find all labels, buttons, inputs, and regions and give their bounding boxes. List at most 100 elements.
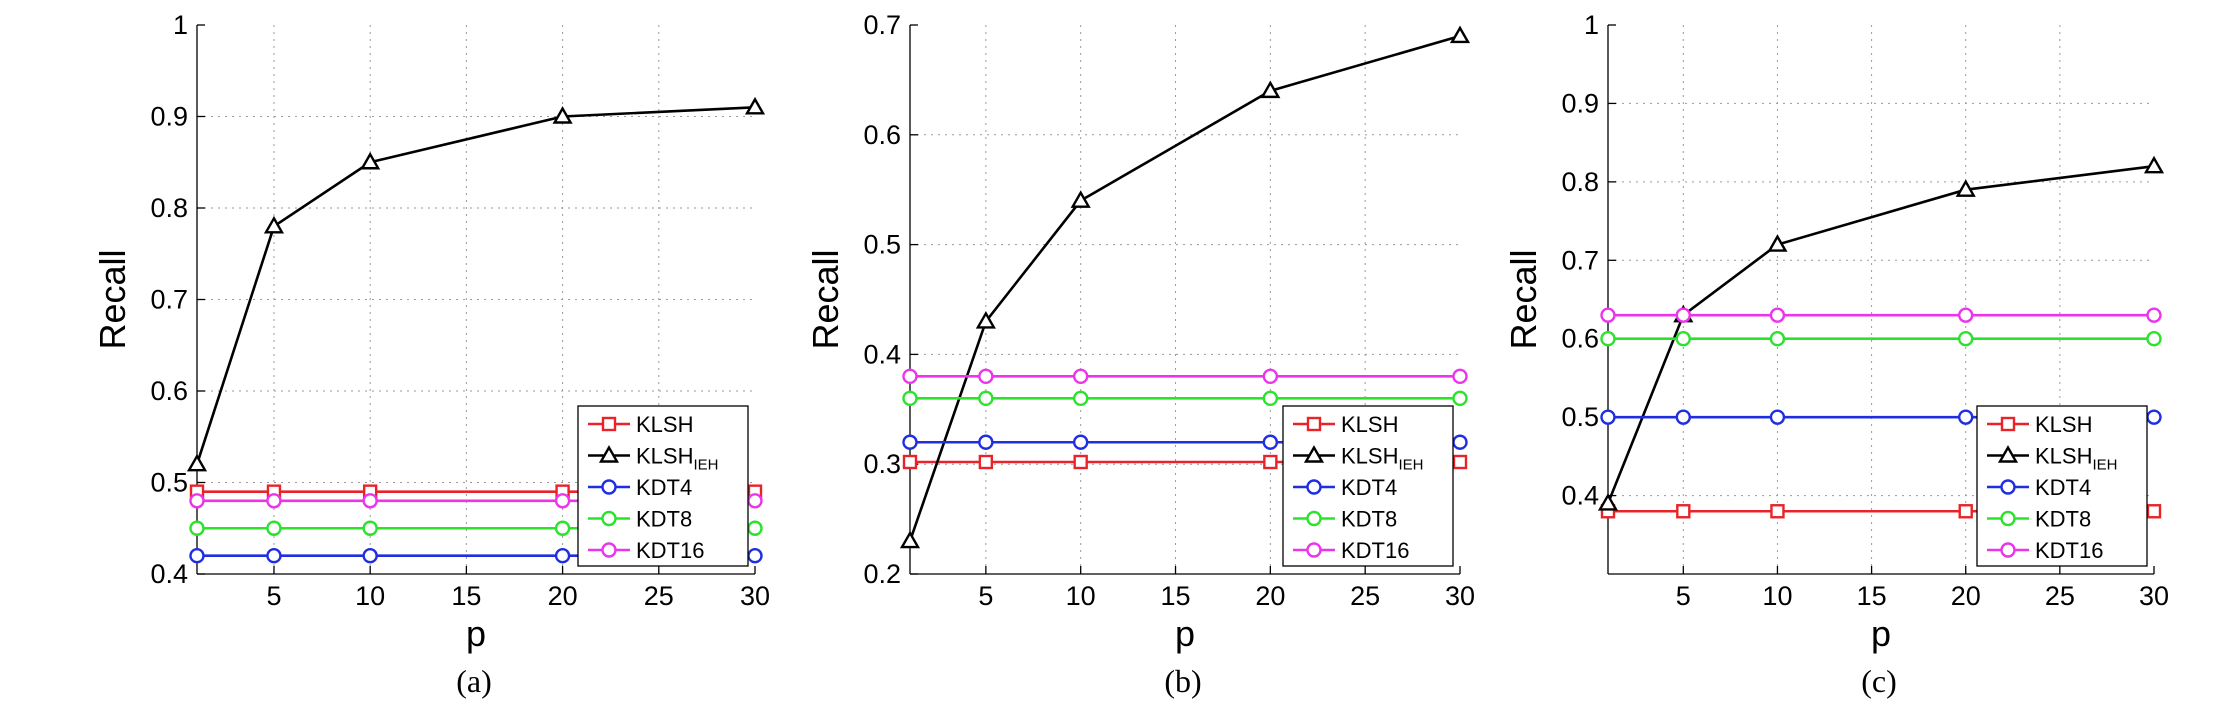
legend-swatch-marker-kdt16 <box>601 542 617 558</box>
x-tick-label: 20 <box>1255 581 1285 611</box>
legend-label-kdt8: KDT8 <box>1341 507 1397 532</box>
x-tick-label: 15 <box>1857 581 1887 611</box>
legend-label-klsh: KLSH <box>636 412 693 437</box>
y-tick-label: 1 <box>173 10 188 40</box>
data-point-kdt4 <box>1072 434 1089 450</box>
legend-label-kdt16: KDT16 <box>2035 538 2103 563</box>
data-point-klsh-ieh <box>360 151 381 170</box>
y-tick-label: 0.6 <box>863 120 901 150</box>
legend-swatch-marker-kdt4 <box>2000 479 2016 495</box>
data-point-kdt16 <box>266 493 282 509</box>
x-tick-label: 10 <box>1762 581 1792 611</box>
data-point-kdt4 <box>266 548 282 564</box>
data-point-klsh-ieh <box>1070 190 1091 208</box>
legend-label-kdt16: KDT16 <box>636 538 704 563</box>
data-point-kdt8 <box>1675 331 1692 347</box>
legend-label-kdt4: KDT4 <box>1341 475 1397 500</box>
data-point-kdt8 <box>554 520 571 536</box>
y-tick-label: 0.4 <box>150 559 188 589</box>
legend-swatch-marker-kdt8 <box>601 510 617 527</box>
data-point-kdt4 <box>189 548 205 564</box>
x-tick-label: 20 <box>1951 581 1981 611</box>
data-point-klsh <box>1263 454 1278 470</box>
x-tick-label: 30 <box>740 581 770 611</box>
data-point-kdt8 <box>1769 331 1786 347</box>
data-point-klsh <box>2146 504 2162 519</box>
data-point-kdt16 <box>1262 368 1279 385</box>
y-axis-title: Recall <box>805 249 846 349</box>
data-point-kdt8 <box>2146 331 2162 347</box>
data-point-kdt8 <box>902 390 918 407</box>
legend-label-kdt4: KDT4 <box>2035 475 2091 500</box>
y-tick-label: 0.6 <box>150 376 188 406</box>
data-point-klsh-ieh <box>899 530 921 549</box>
data-point-kdt4 <box>902 434 918 450</box>
data-point-klsh-ieh <box>1955 179 1976 197</box>
data-point-kdt16 <box>902 368 918 385</box>
y-tick-label: 0.9 <box>1561 88 1599 118</box>
data-point-kdt8 <box>266 520 282 536</box>
data-point-kdt4 <box>1600 409 1616 425</box>
data-point-kdt4 <box>2146 409 2162 425</box>
legend-label-klsh: KLSH <box>1341 412 1398 437</box>
x-tick-label: 10 <box>355 581 385 611</box>
y-tick-label: 0.8 <box>150 193 188 223</box>
x-axis-title: p <box>1871 613 1891 654</box>
x-tick-label: 25 <box>644 581 674 611</box>
data-point-klsh <box>1676 504 1691 519</box>
y-axis-title: Recall <box>1503 249 1544 349</box>
data-point-kdt16 <box>1769 307 1786 323</box>
legend-swatch-marker-klsh <box>1306 416 1322 432</box>
data-point-klsh-ieh <box>186 453 208 472</box>
legend-swatch-marker-kdt8 <box>2000 510 2016 527</box>
y-tick-label: 0.7 <box>150 285 188 315</box>
legend-swatch-marker-kdt8 <box>1306 510 1322 527</box>
data-point-klsh-ieh <box>2143 155 2165 174</box>
data-point-kdt16 <box>362 493 378 509</box>
x-tick-label: 30 <box>2139 581 2169 611</box>
y-tick-label: 0.5 <box>1561 402 1599 432</box>
data-point-kdt8 <box>1452 390 1468 407</box>
y-tick-label: 0.4 <box>863 339 901 369</box>
data-point-klsh <box>902 454 918 470</box>
x-tick-label: 30 <box>1445 581 1475 611</box>
y-tick-label: 0.5 <box>150 468 188 498</box>
data-point-klsh-ieh <box>744 96 766 115</box>
legend-label-subscript: IEH <box>2092 457 2117 474</box>
y-tick-label: 0.9 <box>150 102 188 132</box>
legend-swatch-marker-klsh <box>2000 416 2016 432</box>
y-axis-title: Recall <box>92 249 133 349</box>
data-point-kdt16 <box>1072 368 1089 385</box>
x-tick-label: 25 <box>2045 581 2075 611</box>
data-point-kdt16 <box>189 493 205 509</box>
y-tick-label: 0.3 <box>863 449 901 479</box>
data-point-kdt8 <box>747 520 763 536</box>
x-tick-label: 25 <box>1350 581 1380 611</box>
data-point-kdt16 <box>554 493 571 509</box>
data-point-kdt8 <box>189 520 205 536</box>
legend-label-kdt8: KDT8 <box>2035 507 2091 532</box>
data-point-kdt16 <box>1958 307 1974 323</box>
x-tick-label: 15 <box>451 581 481 611</box>
legend-swatch-marker-klsh-ieh <box>1997 445 2019 463</box>
y-tick-label: 0.8 <box>1561 167 1599 197</box>
data-point-kdt16 <box>747 493 763 509</box>
legend-label-kdt16: KDT16 <box>1341 538 1409 563</box>
data-point-kdt4 <box>362 548 378 564</box>
data-point-klsh <box>1958 504 1973 519</box>
data-point-kdt8 <box>978 390 994 407</box>
data-point-kdt8 <box>1958 331 1974 347</box>
figure-caption: (b) <box>1164 663 1201 699</box>
data-point-kdt16 <box>978 368 994 385</box>
data-point-kdt8 <box>1072 390 1089 407</box>
y-tick-label: 0.7 <box>863 10 901 40</box>
legend-swatch-marker-kdt4 <box>601 479 617 495</box>
y-tick-label: 0.4 <box>1561 481 1599 511</box>
data-point-kdt8 <box>362 520 378 536</box>
data-point-kdt8 <box>1262 390 1279 407</box>
data-point-klsh-ieh <box>1449 25 1471 44</box>
data-point-klsh <box>1073 454 1088 470</box>
y-tick-label: 1 <box>1584 10 1599 40</box>
legend-swatch-marker-klsh-ieh <box>598 445 620 463</box>
